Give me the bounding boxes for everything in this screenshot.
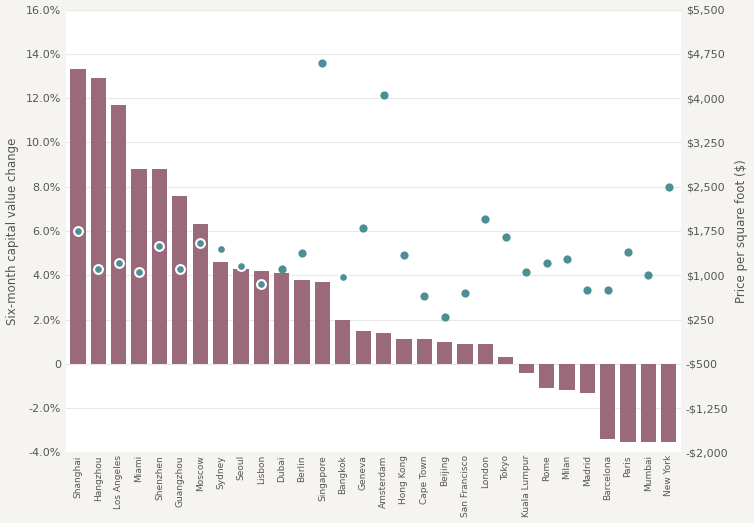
Point [418, 292, 431, 300]
Point [92, 265, 104, 274]
Bar [417, 339, 432, 364]
Point [541, 259, 553, 268]
Bar [90, 78, 106, 364]
Point [642, 271, 654, 279]
Point [317, 59, 329, 67]
Bar [621, 364, 636, 442]
Point [561, 255, 573, 263]
Bar [600, 364, 615, 439]
Bar [111, 105, 127, 364]
Point [602, 286, 614, 294]
Point [378, 91, 390, 99]
Point [276, 265, 288, 274]
Bar [274, 273, 290, 364]
Bar [458, 344, 473, 364]
Point [459, 289, 471, 297]
Point [256, 280, 268, 288]
Bar [294, 280, 310, 364]
Point [153, 242, 165, 250]
Point [581, 286, 593, 294]
Bar [131, 169, 147, 364]
Bar [336, 320, 351, 364]
Bar [253, 271, 269, 364]
Bar [519, 364, 534, 373]
Bar [559, 364, 575, 390]
Bar [478, 344, 493, 364]
Point [357, 224, 369, 232]
Point [215, 245, 227, 253]
Bar [397, 339, 412, 364]
Point [500, 233, 512, 241]
Bar [580, 364, 595, 393]
Bar [315, 282, 330, 364]
Bar [498, 357, 513, 364]
Point [72, 227, 84, 235]
Y-axis label: Price per square foot ($): Price per square foot ($) [735, 159, 749, 303]
Point [195, 238, 207, 247]
Bar [376, 333, 391, 364]
Point [112, 259, 124, 268]
Bar [70, 70, 86, 364]
Point [520, 268, 532, 277]
Bar [213, 262, 228, 364]
Bar [356, 331, 371, 364]
Point [439, 312, 451, 321]
Point [173, 265, 185, 274]
Point [337, 272, 349, 281]
Bar [539, 364, 554, 388]
Point [296, 249, 308, 257]
Point [133, 268, 145, 277]
Point [663, 183, 675, 191]
Bar [192, 224, 208, 364]
Bar [641, 364, 656, 442]
Point [622, 247, 634, 256]
Bar [661, 364, 676, 442]
Bar [437, 342, 452, 364]
Bar [233, 269, 249, 364]
Point [480, 215, 492, 223]
Bar [152, 169, 167, 364]
Y-axis label: Six-month capital value change: Six-month capital value change [5, 138, 19, 325]
Point [398, 251, 410, 259]
Bar [172, 196, 188, 364]
Point [235, 262, 247, 270]
